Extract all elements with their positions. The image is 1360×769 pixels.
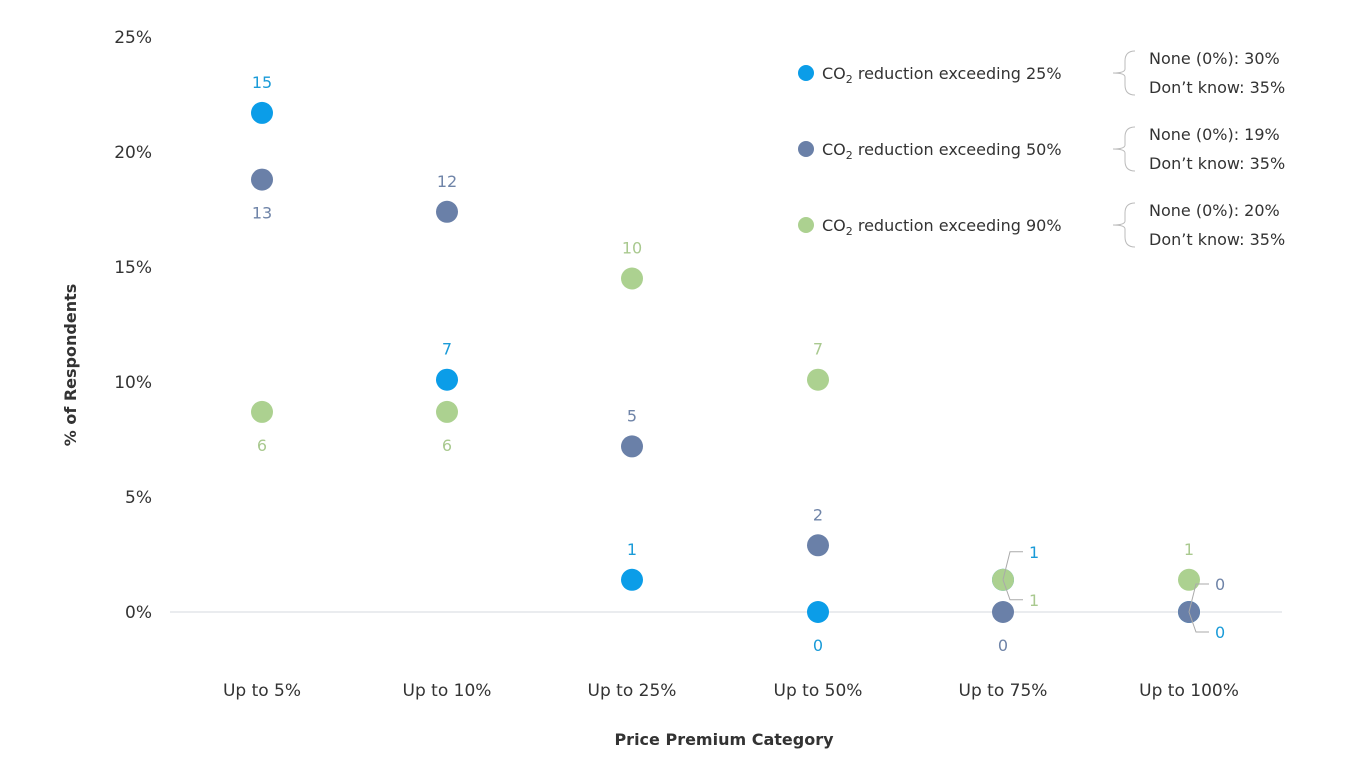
legend-label: CO2 reduction exceeding 50% <box>822 140 1062 162</box>
data-label: 1 <box>1184 540 1194 559</box>
x-axis-title: Price Premium Category <box>614 730 834 749</box>
data-point <box>807 368 829 391</box>
data-label: 15 <box>252 73 272 92</box>
data-point <box>436 200 458 223</box>
y-tick-label: 10% <box>114 373 152 393</box>
x-tick-label: Up to 25% <box>588 681 677 701</box>
leader-line <box>1188 611 1209 633</box>
y-tick-label: 5% <box>125 488 152 508</box>
x-tick-label: Up to 100% <box>1139 681 1239 701</box>
data-label: 6 <box>257 436 267 455</box>
data-label: 7 <box>813 340 823 359</box>
data-label: 10 <box>622 239 642 258</box>
data-point <box>436 368 458 391</box>
leader-line <box>1002 551 1023 580</box>
data-point <box>992 601 1014 623</box>
legend-marker <box>798 141 814 157</box>
legend-marker <box>798 65 814 81</box>
data-point <box>436 400 458 423</box>
legend-note-none: None (0%): 20% <box>1149 201 1280 220</box>
x-tick-label: Up to 10% <box>403 681 492 701</box>
data-point <box>807 534 829 557</box>
data-point <box>251 400 273 423</box>
y-axis-title: % of Respondents <box>61 284 80 447</box>
legend-marker <box>798 217 814 233</box>
data-label: 1 <box>1029 543 1039 562</box>
x-tick-label: Up to 50% <box>774 681 863 701</box>
data-label: 6 <box>442 436 452 455</box>
data-point <box>251 168 273 191</box>
data-label: 1 <box>1029 591 1039 610</box>
x-tick-label: Up to 75% <box>959 681 1048 701</box>
data-point <box>621 568 643 591</box>
data-label: 5 <box>627 406 637 425</box>
data-label: 0 <box>1215 623 1225 642</box>
y-tick-label: 0% <box>125 603 152 623</box>
data-label: 13 <box>252 204 272 223</box>
x-tick-label: Up to 5% <box>223 681 301 701</box>
legend-brace <box>1112 126 1136 172</box>
data-label: 1 <box>627 540 637 559</box>
legend-note-dontknow: Don’t know: 35% <box>1149 230 1285 249</box>
legend-label: CO2 reduction exceeding 25% <box>822 64 1062 86</box>
data-label: 7 <box>442 340 452 359</box>
data-label: 0 <box>998 636 1008 655</box>
legend-label: CO2 reduction exceeding 90% <box>822 216 1062 238</box>
leader-line <box>1188 583 1209 613</box>
data-point <box>621 435 643 458</box>
legend-note-dontknow: Don’t know: 35% <box>1149 78 1285 97</box>
data-label: 0 <box>813 636 823 655</box>
y-tick-label: 25% <box>114 28 152 48</box>
legend-brace <box>1112 202 1136 248</box>
data-label: 0 <box>1215 575 1225 594</box>
data-label: 2 <box>813 505 823 524</box>
y-tick-label: 20% <box>114 143 152 163</box>
legend-note-none: None (0%): 19% <box>1149 125 1280 144</box>
legend-brace <box>1112 50 1136 96</box>
data-label: 12 <box>437 172 457 191</box>
leader-line <box>1002 579 1023 601</box>
y-tick-label: 15% <box>114 258 152 278</box>
legend-note-none: None (0%): 30% <box>1149 49 1280 68</box>
data-point <box>621 267 643 290</box>
legend-note-dontknow: Don’t know: 35% <box>1149 154 1285 173</box>
data-point <box>1178 568 1200 591</box>
data-point <box>807 601 829 623</box>
data-point <box>251 101 273 124</box>
